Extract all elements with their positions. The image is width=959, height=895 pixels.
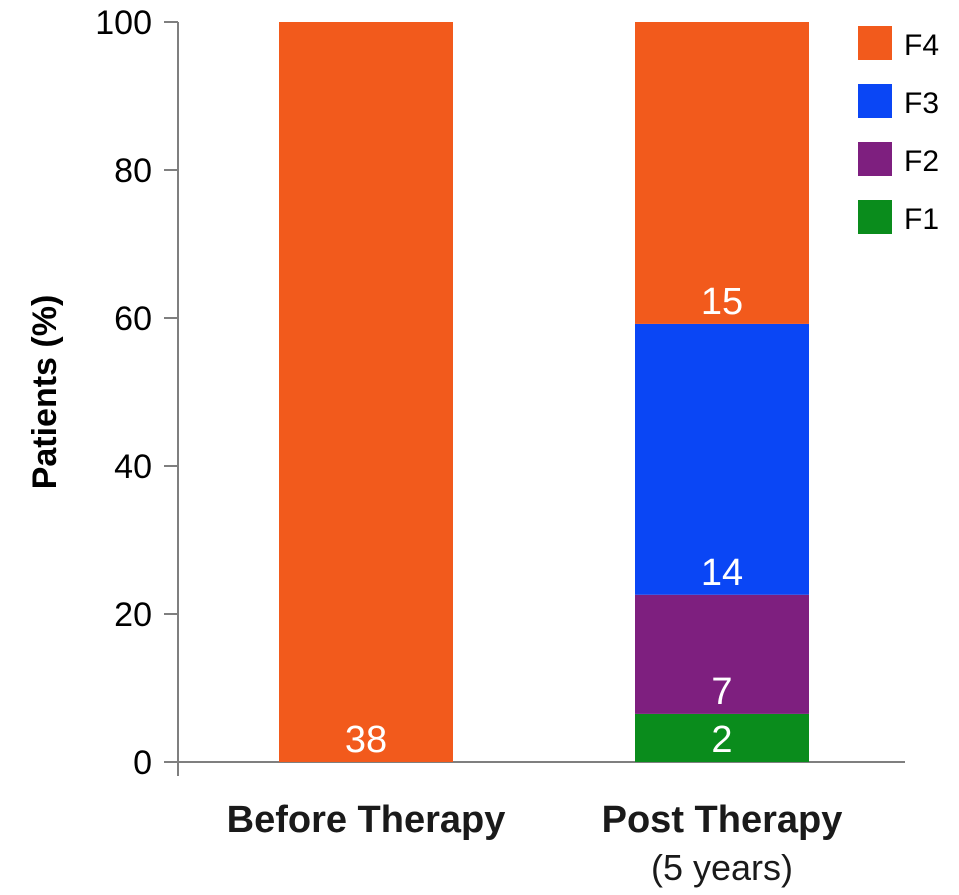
data-label-f2: 7 [711, 671, 732, 713]
data-label-f1: 2 [711, 719, 732, 761]
legend-item-f1: F1 [858, 200, 939, 236]
data-label-f4: 15 [701, 281, 743, 323]
legend-label: F1 [904, 203, 939, 236]
y-tick-label: 40 [114, 448, 152, 486]
legend-label: F2 [904, 145, 939, 178]
legend: F4 F3 F2 F1 [858, 26, 939, 236]
bars [279, 22, 809, 762]
y-tick-label: 60 [114, 300, 152, 338]
x-category-label: Post Therapy [602, 799, 843, 841]
data-labels: 38 2 7 14 15 [345, 281, 743, 761]
legend-swatch [858, 142, 892, 176]
bar-segment-f1 [635, 713, 809, 762]
y-axis-title: Patients (%) [26, 295, 64, 490]
bar-segment-f3 [635, 323, 809, 595]
legend-item-f2: F2 [858, 142, 939, 178]
x-category-sublabel: (5 years) [651, 847, 793, 888]
bar-segment-f4 [279, 22, 453, 762]
legend-label: F4 [904, 29, 939, 62]
y-tick-label: 0 [133, 744, 152, 782]
legend-item-f4: F4 [858, 26, 939, 62]
y-tick-label: 100 [95, 4, 152, 42]
legend-label: F3 [904, 87, 939, 120]
x-category-label: Before Therapy [227, 799, 506, 841]
legend-swatch [858, 200, 892, 234]
bar-segment-f2 [635, 594, 809, 714]
data-label-f3: 14 [701, 552, 743, 594]
y-tick-label: 80 [114, 152, 152, 190]
legend-item-f3: F3 [858, 84, 939, 120]
legend-swatch [858, 84, 892, 118]
y-tick-label: 20 [114, 596, 152, 634]
bar-segment-f4 [635, 22, 809, 324]
axes: 0 20 40 60 80 100 Patients (%) Before Therapy Po… [26, 4, 905, 888]
legend-swatch [858, 26, 892, 60]
data-label-f4: 38 [345, 719, 387, 761]
